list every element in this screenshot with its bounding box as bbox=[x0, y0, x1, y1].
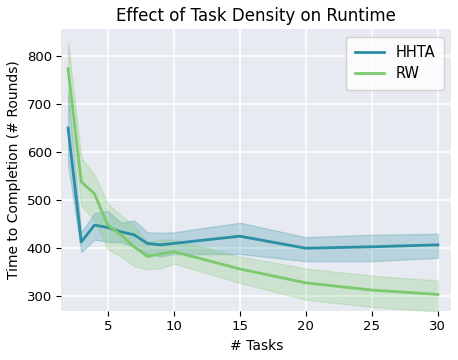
Legend: HHTA, RW: HHTA, RW bbox=[346, 37, 444, 90]
Title: Effect of Task Density on Runtime: Effect of Task Density on Runtime bbox=[116, 7, 396, 25]
Y-axis label: Time to Completion (# Rounds): Time to Completion (# Rounds) bbox=[7, 60, 21, 279]
X-axis label: # Tasks: # Tasks bbox=[229, 339, 283, 353]
